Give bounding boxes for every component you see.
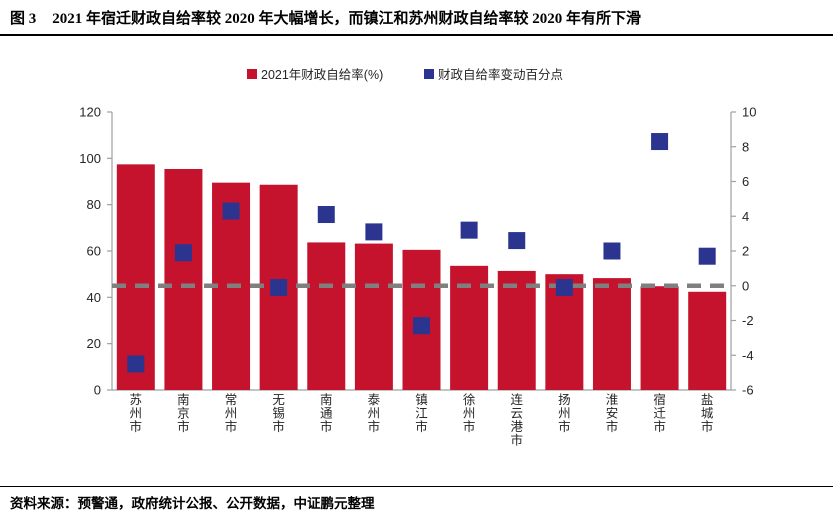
x-axis-category-labels: 苏州市 南京市 常州市 无锡市 南通市 泰州市 镇江市 徐州市 连云港市 扬州市 淮安市 宿迁市 盐城市 [130, 392, 714, 448]
figure-title: 2021 年宿迁财政自给率较 2020 年大幅增长，而镇江和苏州财政自给率较 2… [52, 11, 642, 27]
change-marker-淮安市 [603, 242, 621, 260]
bar-淮安市 [592, 278, 631, 390]
chart-area: 2021年财政自给率(%) 财政自给率变动百分点 0 20 40 60 80 100 120 -6… [0, 52, 833, 480]
legend-label-marker: 财政自给率变动百分点 [438, 67, 563, 82]
change-marker-盐城市 [698, 247, 716, 265]
right-axis-tick-label: -6 [742, 383, 754, 398]
bar-南通市 [307, 242, 346, 390]
x-label-南通市: 南通市 [320, 392, 333, 434]
change-marker-宿迁市 [651, 133, 669, 151]
bar-南京市 [164, 168, 203, 390]
bar-泰州市 [354, 243, 393, 390]
change-marker-南京市 [174, 244, 192, 262]
axis-tick-labels: 0 20 40 60 80 100 120 -6 -4 -2 0 2 4 6 8 10 [79, 105, 756, 398]
bar-苏州市 [116, 164, 155, 390]
dual-axis-bar-chart: 2021年财政自给率(%) 财政自给率变动百分点020406080100120-6… [79, 67, 756, 448]
left-axis-tick-label: 40 [87, 290, 101, 305]
change-marker-泰州市 [365, 223, 383, 241]
left-axis-tick-label: 100 [79, 151, 101, 166]
left-axis-tick-label: 80 [87, 197, 101, 212]
change-marker-常州市 [222, 202, 240, 220]
change-marker-扬州市 [555, 278, 573, 296]
chart-legend: 2021年财政自给率(%) 财政自给率变动百分点 [247, 67, 563, 82]
footer-divider-line [0, 486, 833, 487]
bars-group [116, 164, 727, 390]
bar-连云港市 [497, 270, 536, 390]
right-axis-tick-label: 0 [742, 278, 749, 293]
data-source-note: 资料来源：预警通，政府统计公报、公开数据，中证鹏元整理 [10, 496, 375, 511]
x-label-扬州市: 扬州市 [558, 392, 571, 434]
legend-swatch-marker [424, 69, 434, 79]
x-label-盐城市: 盐城市 [701, 393, 714, 434]
right-axis-tick-label: -2 [742, 313, 754, 328]
x-label-南京市: 南京市 [177, 392, 190, 434]
change-marker-南通市 [317, 206, 335, 224]
x-label-连云港市: 连云港市 [510, 392, 523, 448]
title-divider-line [0, 34, 833, 36]
x-label-镇江市: 镇江市 [415, 393, 428, 434]
left-axis-tick-label: 120 [79, 105, 101, 120]
x-label-宿迁市: 宿迁市 [653, 392, 666, 434]
change-marker-苏州市 [127, 355, 145, 373]
left-axis-tick-label: 60 [87, 244, 101, 259]
left-axis-tick-label: 20 [87, 336, 101, 351]
change-marker-无锡市 [270, 278, 288, 296]
bar-宿迁市 [640, 286, 679, 390]
x-label-无锡市: 无锡市 [272, 393, 285, 434]
right-axis-tick-label: 8 [742, 139, 749, 154]
change-marker-连云港市 [508, 232, 526, 250]
legend-swatch-bar [247, 69, 257, 79]
change-marker-徐州市 [460, 221, 478, 239]
figure-number-label: 图 3 [10, 11, 37, 27]
x-label-淮安市: 淮安市 [606, 393, 619, 434]
x-label-常州市: 常州市 [225, 393, 238, 434]
change-marker-镇江市 [413, 317, 430, 335]
right-axis-tick-label: 2 [742, 244, 749, 259]
legend-label-bar: 2021年财政自给率(%) [261, 67, 383, 82]
x-label-泰州市: 泰州市 [368, 393, 381, 434]
x-label-徐州市: 徐州市 [463, 392, 476, 434]
bar-盐城市 [688, 291, 727, 390]
change-markers-group [127, 133, 716, 373]
left-axis-tick-label: 0 [94, 383, 101, 398]
x-label-苏州市: 苏州市 [130, 392, 143, 434]
right-axis-tick-label: 10 [742, 105, 756, 120]
right-axis-tick-label: 4 [742, 209, 749, 224]
figure-title-row: 图 3 2021 年宿迁财政自给率较 2020 年大幅增长，而镇江和苏州财政自给率… [10, 7, 825, 28]
right-axis-tick-label: -4 [742, 348, 754, 363]
right-axis-tick-label: 6 [742, 174, 749, 189]
